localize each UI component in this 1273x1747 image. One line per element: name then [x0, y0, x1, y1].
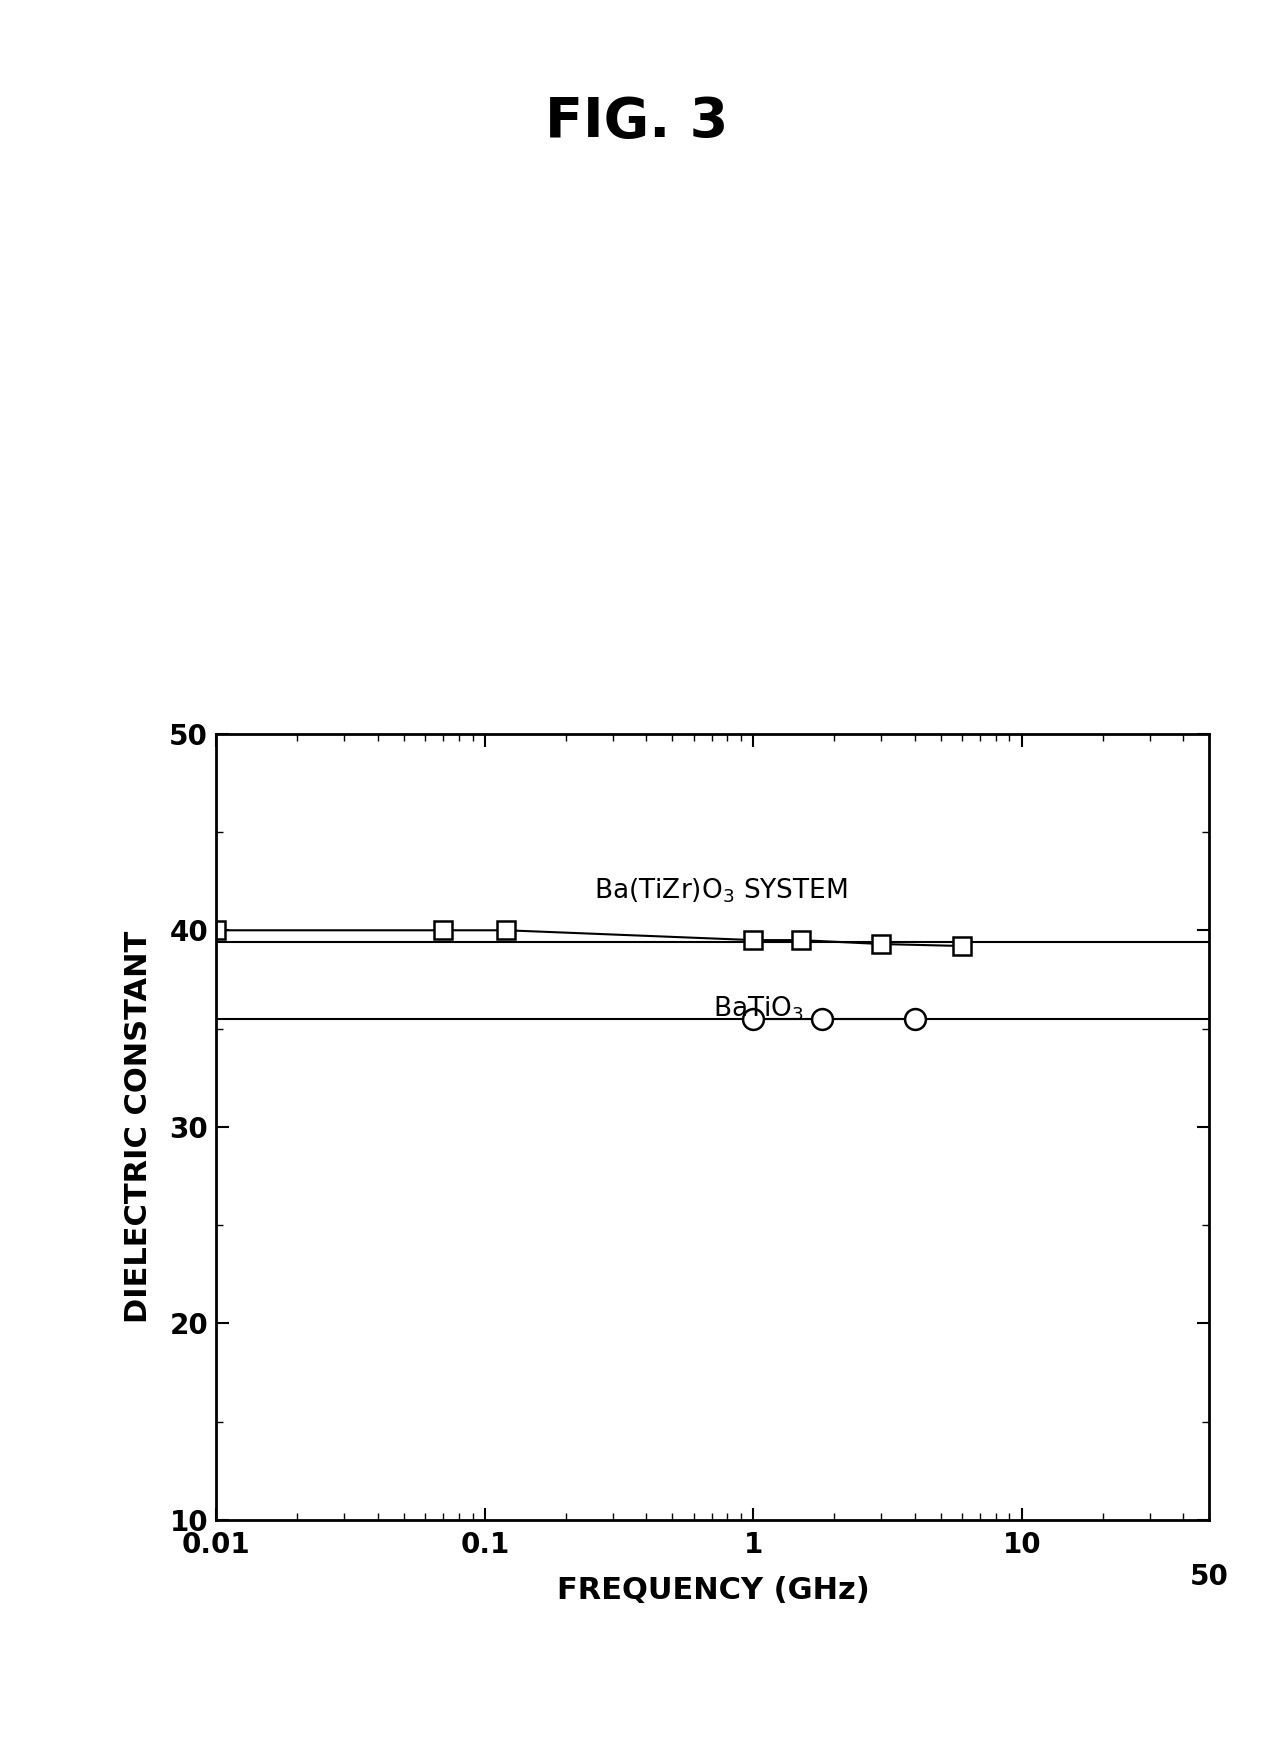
Y-axis label: DIELECTRIC CONSTANT: DIELECTRIC CONSTANT: [123, 931, 153, 1322]
Text: FIG. 3: FIG. 3: [545, 96, 728, 148]
Text: Ba(TiZr)O$_3$ SYSTEM: Ba(TiZr)O$_3$ SYSTEM: [593, 877, 848, 905]
X-axis label: FREQUENCY (GHz): FREQUENCY (GHz): [556, 1576, 869, 1605]
Text: BaTiO$_3$: BaTiO$_3$: [713, 994, 803, 1024]
Text: 50: 50: [1190, 1564, 1228, 1592]
